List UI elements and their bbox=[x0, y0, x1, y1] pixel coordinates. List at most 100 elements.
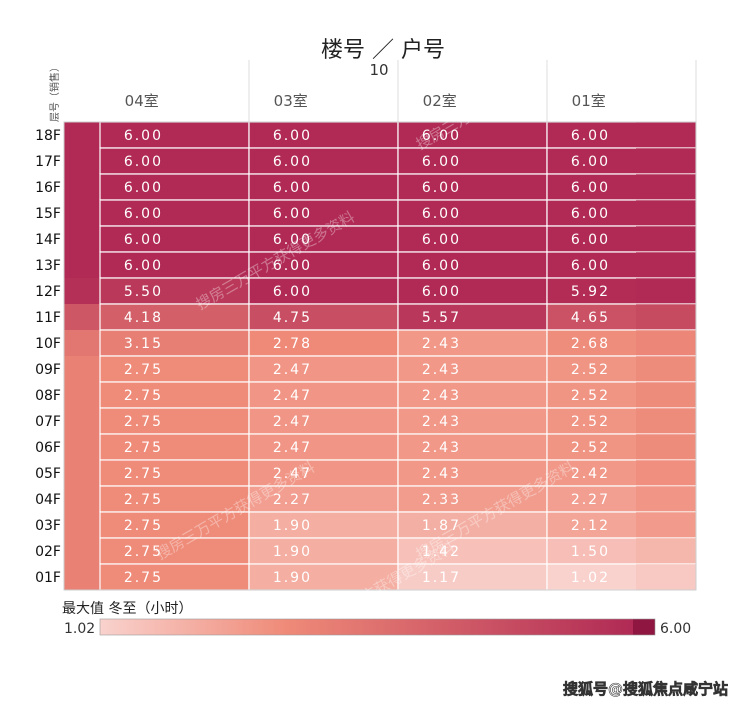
row-edge-cell bbox=[64, 538, 100, 564]
heatmap-cell bbox=[248, 433, 399, 461]
heatmap-cell bbox=[397, 563, 548, 591]
row-label: 14F bbox=[35, 232, 61, 248]
cell-value-label: 4.75 bbox=[273, 310, 312, 326]
cell-value-label: 6.00 bbox=[273, 180, 312, 196]
row-label: 08F bbox=[35, 388, 61, 404]
cell-value-label: 2.47 bbox=[273, 388, 312, 404]
heatmap-cell bbox=[248, 537, 399, 565]
cell-value-label: 6.00 bbox=[571, 232, 610, 248]
row-edge-cell bbox=[636, 330, 696, 356]
heatmap-cell bbox=[99, 433, 250, 461]
cell-value-label: 2.75 bbox=[124, 492, 163, 508]
cell-value-label: 6.00 bbox=[124, 258, 163, 274]
row-edge-cell bbox=[636, 252, 696, 278]
cell-value-label: 2.75 bbox=[124, 388, 163, 404]
heatmap-cell bbox=[397, 329, 548, 357]
heatmap-cell bbox=[397, 225, 548, 253]
legend-min-label: 1.02 bbox=[64, 621, 95, 637]
cell-value-label: 1.90 bbox=[273, 518, 312, 534]
row-edge-cell bbox=[636, 356, 696, 382]
heatmap-cell bbox=[248, 277, 399, 305]
row-edge-cell bbox=[64, 200, 100, 226]
chart-subtitle: 10 bbox=[369, 61, 388, 79]
cell-value-label: 2.47 bbox=[273, 362, 312, 378]
cell-value-label: 2.27 bbox=[571, 492, 610, 508]
row-label: 16F bbox=[35, 180, 61, 196]
cell-value-label: 2.78 bbox=[273, 336, 312, 352]
cell-value-label: 2.42 bbox=[571, 466, 610, 482]
heatmap-cell bbox=[397, 277, 548, 305]
heatmap-cell bbox=[99, 199, 250, 227]
heatmap-cell bbox=[397, 511, 548, 539]
cell-value-label: 1.02 bbox=[571, 570, 610, 586]
heatmap-cell bbox=[99, 173, 250, 201]
cell-value-label: 2.12 bbox=[571, 518, 610, 534]
cell-value-label: 6.00 bbox=[124, 206, 163, 222]
heatmap-cell bbox=[397, 407, 548, 435]
heatmap-cell bbox=[99, 355, 250, 383]
cell-value-label: 2.68 bbox=[571, 336, 610, 352]
row-edge-cell bbox=[636, 174, 696, 200]
row-edge-cell bbox=[64, 512, 100, 538]
row-label: 01F bbox=[35, 570, 61, 586]
heatmap-cells: 6.00 6.00 6.00 6.00 6.00 6.00 6.00 6.00 6.00 6.00… bbox=[63, 121, 697, 591]
source-badge: 搜狐号@搜狐焦点咸宁站 bbox=[563, 680, 729, 699]
heatmap-cell bbox=[99, 563, 250, 591]
cell-value-label: 6.00 bbox=[422, 128, 461, 144]
cell-value-label: 6.00 bbox=[422, 206, 461, 222]
row-edge-cell bbox=[636, 408, 696, 434]
heatmap-cell bbox=[99, 121, 250, 149]
cell-value-label: 2.75 bbox=[124, 518, 163, 534]
row-edge-cell bbox=[64, 382, 100, 408]
cell-value-label: 2.52 bbox=[571, 414, 610, 430]
cell-value-label: 6.00 bbox=[571, 206, 610, 222]
cell-value-label: 2.75 bbox=[124, 466, 163, 482]
row-edge-cell bbox=[64, 564, 100, 590]
heatmap-cell bbox=[248, 199, 399, 227]
cell-value-label: 5.50 bbox=[124, 284, 163, 300]
legend-max-label: 6.00 bbox=[660, 621, 691, 637]
cell-value-label: 5.57 bbox=[422, 310, 461, 326]
row-edge-cell bbox=[64, 356, 100, 382]
cell-value-label: 2.43 bbox=[422, 414, 461, 430]
cell-value-label: 6.00 bbox=[571, 258, 610, 274]
cell-value-label: 6.00 bbox=[124, 154, 163, 170]
row-edge-cell bbox=[636, 148, 696, 174]
heatmap-cell bbox=[397, 485, 548, 513]
cell-value-label: 6.00 bbox=[273, 284, 312, 300]
heatmap-cell bbox=[99, 147, 250, 175]
heatmap-cell bbox=[99, 381, 250, 409]
row-label: 15F bbox=[35, 206, 61, 222]
heatmap-cell bbox=[248, 121, 399, 149]
heatmap-cell bbox=[397, 147, 548, 175]
heatmap-cell bbox=[248, 147, 399, 175]
cell-value-label: 2.75 bbox=[124, 440, 163, 456]
row-label: 10F bbox=[35, 336, 61, 352]
cell-value-label: 6.00 bbox=[273, 206, 312, 222]
cell-value-label: 1.17 bbox=[422, 570, 461, 586]
cell-value-label: 1.42 bbox=[422, 544, 461, 560]
heatmap-cell bbox=[99, 511, 250, 539]
heatmap-cell bbox=[99, 329, 250, 357]
row-edge-cell bbox=[64, 278, 100, 304]
row-edge-cell bbox=[64, 122, 100, 148]
heatmap-cell bbox=[248, 303, 399, 331]
row-edge-cell bbox=[636, 382, 696, 408]
row-edge-cell bbox=[636, 486, 696, 512]
cell-value-label: 2.47 bbox=[273, 440, 312, 456]
row-edge-cell bbox=[636, 304, 696, 330]
row-label: 07F bbox=[35, 414, 61, 430]
legend-title: 最大值 冬至（小时） bbox=[62, 601, 192, 617]
column-label: 04室 bbox=[125, 92, 159, 110]
heatmap-cell bbox=[99, 407, 250, 435]
row-edge-cell bbox=[64, 304, 100, 330]
row-edge-cell bbox=[64, 460, 100, 486]
row-label: 05F bbox=[35, 466, 61, 482]
heatmap-cell bbox=[397, 303, 548, 331]
heatmap-cell bbox=[248, 225, 399, 253]
source-text: 搜狐号@搜狐焦点咸宁站 bbox=[563, 680, 728, 698]
cell-value-label: 6.00 bbox=[273, 232, 312, 248]
row-edge-cell bbox=[636, 226, 696, 252]
cell-value-label: 6.00 bbox=[124, 180, 163, 196]
legend-outline bbox=[99, 618, 656, 636]
